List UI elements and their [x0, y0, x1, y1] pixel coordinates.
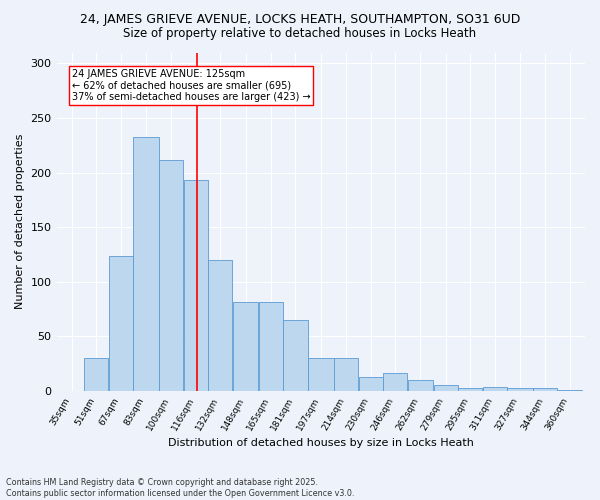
- Text: 24, JAMES GRIEVE AVENUE, LOCKS HEATH, SOUTHAMPTON, SO31 6UD: 24, JAMES GRIEVE AVENUE, LOCKS HEATH, SO…: [80, 12, 520, 26]
- Bar: [233, 302, 259, 391]
- Bar: [85, 358, 109, 391]
- Bar: [133, 136, 159, 391]
- Bar: [383, 372, 407, 391]
- Y-axis label: Number of detached properties: Number of detached properties: [15, 134, 25, 310]
- Bar: [458, 388, 482, 391]
- Bar: [557, 390, 581, 391]
- Bar: [283, 320, 308, 391]
- Bar: [259, 302, 283, 391]
- Bar: [308, 358, 334, 391]
- Bar: [184, 180, 208, 391]
- Bar: [482, 386, 506, 391]
- Bar: [109, 256, 133, 391]
- X-axis label: Distribution of detached houses by size in Locks Heath: Distribution of detached houses by size …: [168, 438, 474, 448]
- Text: Size of property relative to detached houses in Locks Heath: Size of property relative to detached ho…: [124, 28, 476, 40]
- Bar: [208, 260, 232, 391]
- Bar: [407, 380, 433, 391]
- Bar: [160, 160, 184, 391]
- Bar: [359, 377, 383, 391]
- Bar: [434, 384, 458, 391]
- Bar: [507, 388, 533, 391]
- Bar: [334, 358, 358, 391]
- Text: 24 JAMES GRIEVE AVENUE: 125sqm
← 62% of detached houses are smaller (695)
37% of: 24 JAMES GRIEVE AVENUE: 125sqm ← 62% of …: [72, 69, 310, 102]
- Bar: [533, 388, 557, 391]
- Text: Contains HM Land Registry data © Crown copyright and database right 2025.
Contai: Contains HM Land Registry data © Crown c…: [6, 478, 355, 498]
